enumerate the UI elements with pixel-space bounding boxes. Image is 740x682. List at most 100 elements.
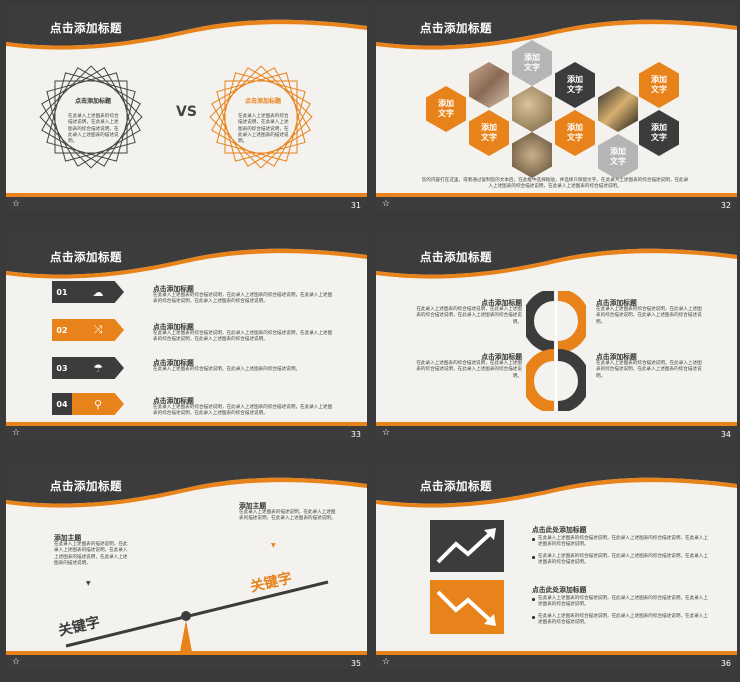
hex-label: 添加 文字 <box>426 86 466 132</box>
vs-label: VS <box>176 104 197 120</box>
hex-label: 添加 文字 <box>598 134 638 180</box>
page-number: 32 <box>720 201 731 210</box>
block-text: 在此录入上述图表的综合描述说明，在此录入上述图表的综合描述说明，在此录入上述图表… <box>596 361 702 379</box>
slide-title: 点击添加标题 <box>50 21 122 35</box>
item-number: 03 <box>52 357 72 379</box>
list-item-tag: 03 ☂ <box>52 357 144 379</box>
trend-up-card <box>430 520 504 572</box>
left-heading: 点击添加标题 <box>74 98 111 105</box>
page-number: 31 <box>350 201 361 210</box>
star-icon[interactable]: ☆ <box>12 199 21 209</box>
page-number: 36 <box>720 659 731 668</box>
slide-header <box>376 233 737 285</box>
star-icon[interactable]: ☆ <box>382 199 391 209</box>
bullet-item: 在此录入上述图表的综合描述说明，在此录入上述图表的综合描述说明，在此录入上述图表… <box>532 614 708 626</box>
item-heading: 点击添加标题 <box>153 285 194 293</box>
slide-header <box>6 4 367 56</box>
slide-footer: ☆ 35 <box>6 651 367 669</box>
down-arrow-icon: ▼ <box>271 542 276 549</box>
item-text: 在此录入上述图表的综合描述说明，在此录入上述图表的综合描述说明，在此录入上述图表… <box>153 331 333 343</box>
star-icon[interactable]: ☆ <box>12 428 21 438</box>
slide-title: 点击添加标题 <box>420 250 492 264</box>
block-heading: 点击添加标题 <box>596 299 637 307</box>
block-text: 在此录入上述图表的综合描述说明，在此录入上述图表的综合描述说明，在此录入上述图表… <box>596 307 702 325</box>
hex-label: 添加 文字 <box>555 62 595 108</box>
right-text: 在此录入上述图表的综合描述说明，在此录入上述图表的综合描述说明，在此录入上述图表… <box>238 114 289 145</box>
search-icon: ⚲ <box>72 393 124 415</box>
hex-photo <box>512 86 552 132</box>
seesaw <box>65 580 329 652</box>
item-number: 04 <box>52 393 72 415</box>
caption: 您的内容打在这里，或者通过复制您的文本后，在此框中选择粘贴，并选择只保留文字。在… <box>421 178 689 190</box>
slide-header <box>6 233 367 285</box>
block-heading: 点击添加标题 <box>481 353 522 361</box>
item-heading: 点击添加标题 <box>153 397 194 405</box>
slide-header <box>376 4 737 56</box>
left-text: 在此录入上述图表的描述说明，在此录入上述图表的描述说明，在此录入上述图表的描述说… <box>54 542 128 566</box>
slide-title: 点击添加标题 <box>420 479 492 493</box>
shuffle-icon: ⤨ <box>72 319 124 341</box>
slide-footer: ☆ 33 <box>6 422 367 440</box>
slide-title: 点击添加标题 <box>50 479 122 493</box>
block-heading: 点击此处添加标题 <box>532 526 587 534</box>
list-item-tag: 04 ⚲ <box>52 393 144 415</box>
page-number: 33 <box>350 430 361 439</box>
slide-31[interactable]: 点击添加标题 点击添加标题 在此录入上述图表的综合描述说明，在此录入上述图表的综… <box>6 4 367 211</box>
geometric-star-right <box>209 65 313 169</box>
hex-label: 添加 文字 <box>469 110 509 156</box>
list-item-tag: 02 ⤨ <box>52 319 144 341</box>
slide-footer: ☆ 34 <box>376 422 737 440</box>
slide-header <box>6 462 367 514</box>
bullet-item: 在此录入上述图表的综合描述说明，在此录入上述图表的综合描述说明，在此录入上述图表… <box>532 554 708 566</box>
trend-up-icon <box>436 528 496 564</box>
umbrella-icon: ☂ <box>72 357 124 379</box>
down-arrow-icon: ▼ <box>86 580 91 587</box>
slide-34[interactable]: 点击添加标题 点击添加标题 在此录入上述图表的综合描述说明，在此录入上述图表的综… <box>376 233 737 440</box>
trend-down-card <box>430 580 504 634</box>
item-number: 01 <box>52 281 72 303</box>
block-heading: 点击添加标题 <box>481 299 522 307</box>
left-text: 在此录入上述图表的综合描述说明，在此录入上述图表的综合描述说明，在此录入上述图表… <box>68 114 119 145</box>
left-heading: 添加主题 <box>54 534 82 542</box>
slide-title: 点击添加标题 <box>420 21 492 35</box>
right-heading: 点击添加标题 <box>244 98 281 105</box>
arc-graphic <box>526 291 586 411</box>
hex-label: 添加 文字 <box>639 110 679 156</box>
slide-footer: ☆ 31 <box>6 193 367 211</box>
bullet-item: 在此录入上述图表的综合描述说明，在此录入上述图表的综合描述说明，在此录入上述图表… <box>532 536 708 548</box>
header-wave <box>376 462 737 508</box>
page-number: 35 <box>350 659 361 668</box>
header-wave <box>6 462 367 508</box>
block-heading: 点击此处添加标题 <box>532 586 587 594</box>
slide-32[interactable]: 点击添加标题 添加 文字 添加 文字 添加 文字 添加 文字 添加 文字 添加 … <box>376 4 737 211</box>
slide-header <box>376 462 737 514</box>
hex-label: 添加 文字 <box>512 40 552 86</box>
star-icon[interactable]: ☆ <box>12 657 21 667</box>
block-text: 在此录入上述图表的综合描述说明，在此录入上述图表的综合描述说明，在此录入上述图表… <box>416 361 522 379</box>
right-text: 在此录入上述图表的描述说明，在此录入上述图表的描述说明，在此录入上述图表的描述说… <box>239 510 336 522</box>
slide-title: 点击添加标题 <box>50 250 122 264</box>
right-heading: 添加主题 <box>239 502 267 510</box>
hex-label: 添加 文字 <box>639 62 679 108</box>
header-wave <box>6 4 367 50</box>
hex-photo <box>598 86 638 132</box>
item-number: 02 <box>52 319 72 341</box>
slide-36[interactable]: 点击添加标题 点击此处添加标题 在此录入上述图表的综合描述说明，在此录入上述图表… <box>376 462 737 669</box>
block-text: 在此录入上述图表的综合描述说明，在此录入上述图表的综合描述说明，在此录入上述图表… <box>416 307 522 325</box>
item-heading: 点击添加标题 <box>153 323 194 331</box>
slide-35[interactable]: 点击添加标题 添加主题 在此录入上述图表的描述说明，在此录入上述图表的描述说明，… <box>6 462 367 669</box>
slide-footer: ☆ 36 <box>376 651 737 669</box>
header-wave <box>376 4 737 50</box>
block-heading: 点击添加标题 <box>596 353 637 361</box>
star-icon[interactable]: ☆ <box>382 428 391 438</box>
star-icon[interactable]: ☆ <box>382 657 391 667</box>
slide-33[interactable]: 点击添加标题 01 ☁ 点击添加标题 在此录入上述图表的综合描述说明，在此录入上… <box>6 233 367 440</box>
hex-photo <box>512 132 552 178</box>
list-item-tag: 01 ☁ <box>52 281 144 303</box>
item-text: 在此录入上述图表的综合描述说明，在此录入上述图表的综合描述说明。 <box>153 367 301 372</box>
hex-label: 添加 文字 <box>555 110 595 156</box>
item-text: 在此录入上述图表的综合描述说明，在此录入上述图表的综合描述说明，在此录入上述图表… <box>153 293 333 305</box>
hex-photo <box>469 62 509 108</box>
header-wave <box>6 233 367 279</box>
trend-down-icon <box>436 590 496 626</box>
